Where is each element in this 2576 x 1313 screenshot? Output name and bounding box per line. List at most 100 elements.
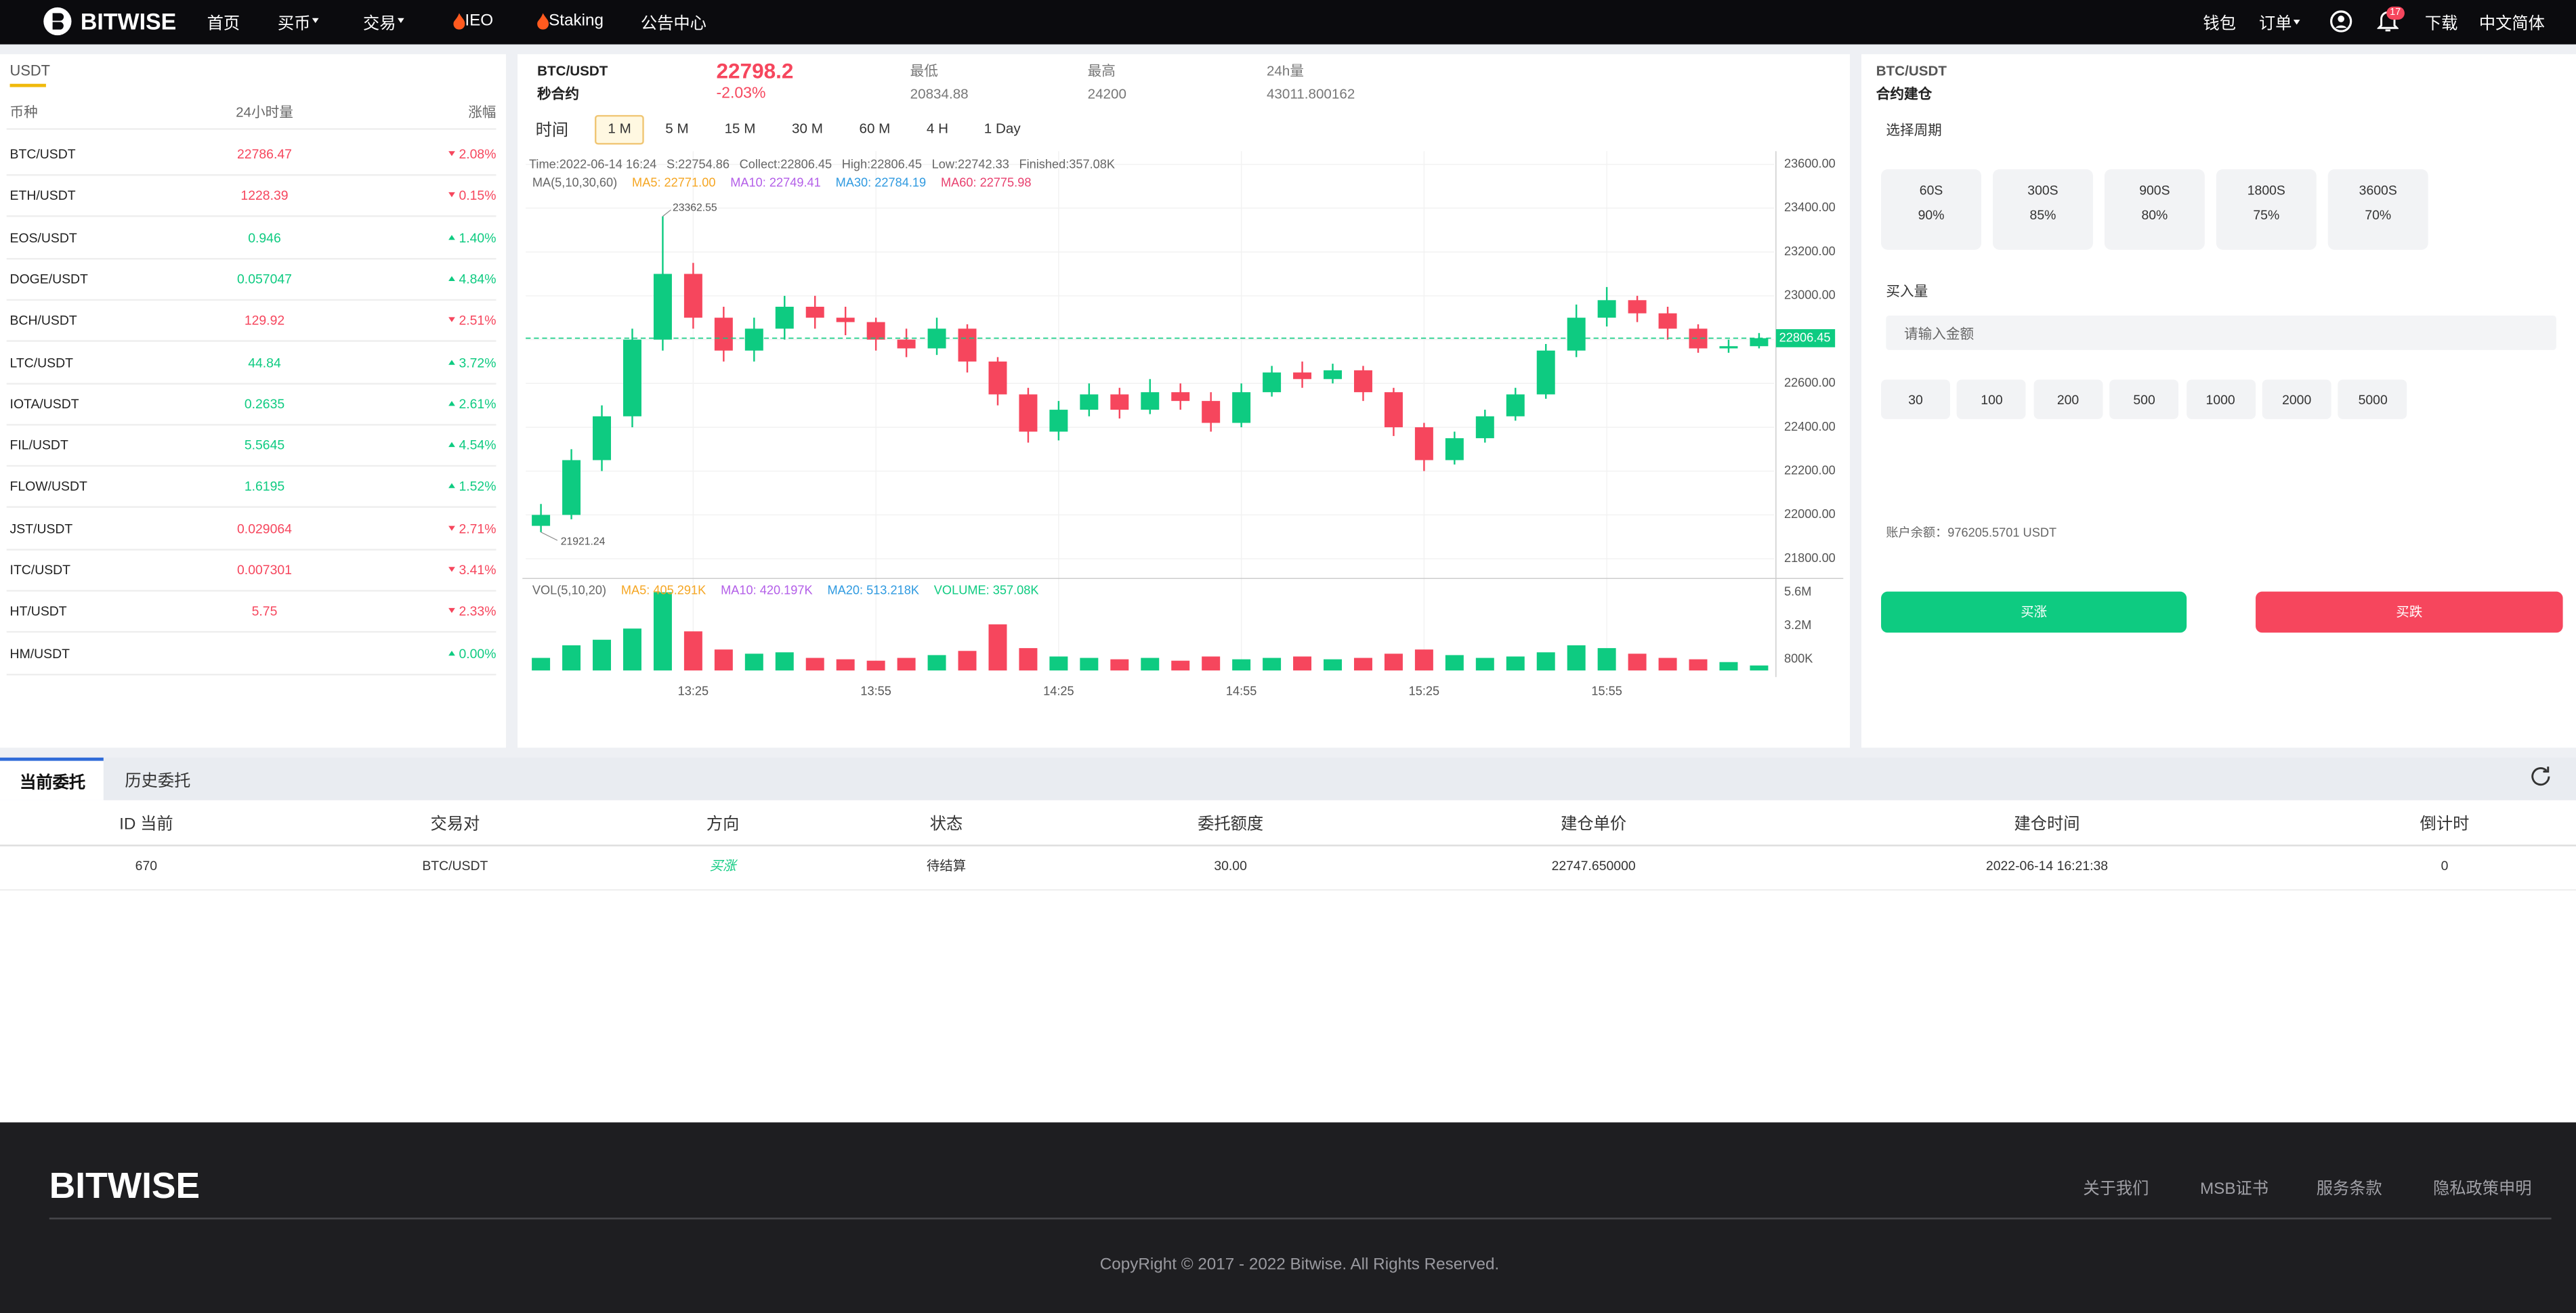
market-row[interactable] (6, 509, 497, 551)
volume-bar (958, 651, 977, 671)
nav-item[interactable]: 首页 (207, 16, 240, 34)
amount-button[interactable]: 100 (1957, 379, 2027, 419)
market-row[interactable] (6, 592, 497, 634)
volume: 129.92 (244, 313, 285, 328)
amount-button[interactable]: 2000 (2262, 379, 2331, 419)
vol-tick-label: 800K (1784, 651, 1813, 665)
period-time: 3600S (2359, 183, 2397, 198)
market-row[interactable] (6, 176, 497, 218)
market-row[interactable] (6, 259, 497, 301)
y-tick-label: 22200.00 (1784, 463, 1836, 477)
period-card[interactable] (2104, 169, 2205, 250)
market-row[interactable] (6, 551, 497, 592)
nav-item[interactable]: Staking (549, 12, 604, 30)
interval-button[interactable]: 4 H (926, 120, 949, 137)
stat-label: 最高 (1087, 62, 1116, 79)
buy-up-button[interactable]: 买涨 (1881, 591, 2187, 633)
x-tick-label: 15:55 (1591, 684, 1622, 697)
amount-input[interactable] (1886, 315, 2556, 350)
candle-body (744, 328, 763, 351)
volume-bar (1506, 656, 1525, 671)
change: 2.71% (459, 521, 497, 536)
candle-body (866, 322, 885, 340)
market-tab[interactable]: USDT (9, 62, 50, 79)
amount-button[interactable]: 30 (1881, 379, 1950, 419)
candle-body (958, 328, 977, 362)
market-row[interactable] (6, 135, 497, 176)
volume-bar (1293, 656, 1312, 671)
period-rate: 75% (2253, 207, 2280, 223)
nav-item[interactable]: 交易 (363, 16, 396, 34)
vol-item: MA20: 513.218K (827, 582, 919, 598)
stat-value: 20834.88 (910, 85, 969, 102)
period-card[interactable] (2216, 169, 2317, 250)
y-tick-label: 22600.00 (1784, 376, 1836, 389)
ticker-price: 22798.2 (716, 58, 794, 83)
interval-button[interactable]: 1 M (594, 114, 645, 145)
interval-button[interactable]: 5 M (665, 120, 689, 137)
ma-item: MA30: 22784.19 (835, 175, 927, 190)
info-item: Time:2022-06-14 16:24 (528, 156, 657, 172)
buy-down-button[interactable]: 买跌 (2256, 591, 2563, 633)
change: 2.33% (459, 604, 497, 620)
footer-link[interactable]: 隐私政策申明 (2432, 1180, 2532, 1199)
ticker-mode: 秒合约 (537, 85, 579, 102)
interval-button[interactable]: 15 M (724, 120, 756, 137)
pair: HM/USDT (9, 645, 70, 661)
market-row[interactable] (6, 634, 497, 675)
volume-bar (1567, 645, 1586, 671)
period-card[interactable] (1881, 169, 1982, 250)
amount-button[interactable]: 200 (2033, 379, 2103, 419)
nav-item[interactable]: 买币 (277, 16, 311, 34)
footer-link[interactable]: 服务条款 (2316, 1180, 2382, 1199)
market-row[interactable] (6, 384, 497, 426)
pair: JST/USDT (9, 521, 73, 536)
market-row[interactable] (6, 218, 497, 259)
interval-button[interactable]: 60 M (859, 120, 891, 137)
period-card[interactable] (2327, 169, 2428, 250)
x-tick-label: 13:55 (860, 684, 891, 697)
candle-body (1019, 394, 1038, 432)
volume: 0.029064 (237, 521, 292, 536)
amount-placeholder: 请输入金额 (1904, 325, 1975, 342)
candle-body (1445, 438, 1464, 460)
orders-tab-active[interactable]: 当前委托 (20, 775, 86, 793)
period-card[interactable] (1992, 169, 2093, 250)
footer-link[interactable]: 关于我们 (2083, 1180, 2149, 1199)
volume-bar (1141, 658, 1160, 671)
refresh-icon[interactable] (2529, 764, 2553, 788)
logo[interactable]: BITWISE (80, 8, 177, 35)
table-cell: 30.00 (1214, 858, 1247, 874)
x-tick-label: 14:55 (1226, 684, 1257, 697)
pair: DOGE/USDT (9, 272, 88, 287)
candle-body (1232, 392, 1251, 423)
footer (0, 1122, 2576, 1313)
candle-body (1202, 401, 1221, 423)
orders-tab[interactable]: 历史委托 (125, 773, 191, 792)
footer-link[interactable]: MSB证书 (2199, 1180, 2269, 1199)
market-row[interactable] (6, 343, 497, 384)
market-row[interactable] (6, 426, 497, 467)
nav-item[interactable]: 中文简体 (2478, 16, 2545, 34)
candle-body (1171, 392, 1190, 402)
amount-button[interactable]: 5000 (2338, 379, 2408, 419)
nav-item[interactable]: 钱包 (2203, 16, 2236, 34)
trend-arrow (448, 400, 455, 406)
amount-button[interactable]: 500 (2109, 379, 2179, 419)
nav-item[interactable]: 订单 (2258, 16, 2292, 34)
nav-item[interactable]: 公告中心 (640, 16, 706, 34)
market-row[interactable] (6, 301, 497, 343)
trend-arrow (2293, 20, 2300, 25)
user-icon[interactable] (2329, 10, 2352, 33)
trend-arrow (448, 483, 455, 489)
x-tick-label: 13:25 (678, 684, 709, 697)
interval-button[interactable]: 30 M (792, 120, 823, 137)
candle-body (1384, 392, 1403, 427)
amount-button[interactable]: 1000 (2186, 379, 2256, 419)
nav-item[interactable]: 下载 (2424, 16, 2458, 34)
period-rate: 90% (1918, 207, 1945, 223)
interval-button[interactable]: 1 Day (984, 120, 1021, 137)
notification-badge: 17 (2386, 6, 2405, 20)
market-row[interactable] (6, 467, 497, 509)
nav-item[interactable]: IEO (465, 12, 494, 30)
